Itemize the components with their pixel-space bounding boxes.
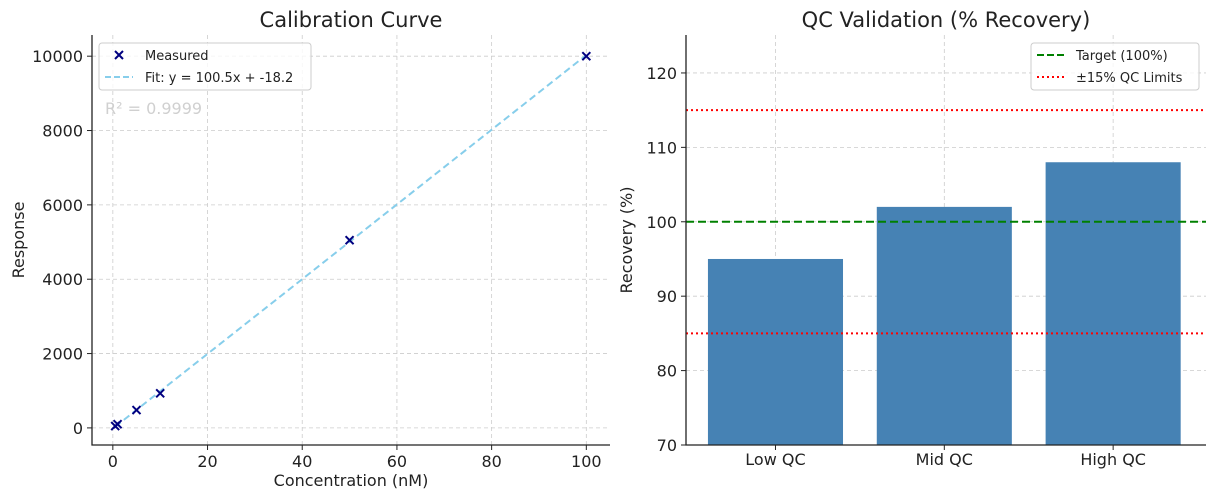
y-tick-label: 90 <box>657 287 677 306</box>
chart-title: QC Validation (% Recovery) <box>802 8 1091 32</box>
y-tick-label: 110 <box>646 138 677 157</box>
legend-marker-icon <box>114 50 124 60</box>
legend-label: Fit: y = 100.5x + -18.2 <box>145 71 293 86</box>
y-tick-label: 6000 <box>42 196 83 215</box>
bar <box>707 258 844 445</box>
y-tick-label: 100 <box>646 213 677 232</box>
r-squared-annotation: R² = 0.9999 <box>105 99 202 118</box>
bar <box>1045 162 1181 445</box>
x-tick-label: High QC <box>1080 450 1146 469</box>
y-tick-label: 70 <box>657 436 677 455</box>
y-axis-label: Response <box>9 202 28 279</box>
x-tick-label: 20 <box>197 452 217 471</box>
y-tick-label: 0 <box>73 419 83 438</box>
y-tick-label: 10000 <box>32 47 83 66</box>
x-tick-label: Low QC <box>745 450 805 469</box>
data-point-marker <box>131 405 142 415</box>
x-tick-label: 0 <box>108 452 118 471</box>
x-tick-label: 100 <box>571 452 602 471</box>
y-tick-label: 4000 <box>42 270 83 289</box>
data-point-marker <box>581 51 592 61</box>
x-tick-label: 40 <box>292 452 312 471</box>
legend-label: Target (100%) <box>1075 49 1168 64</box>
data-point-marker <box>112 419 123 429</box>
legend-box <box>1030 42 1200 91</box>
x-tick-label: 80 <box>481 452 501 471</box>
axes-spines <box>685 35 1206 446</box>
y-tick-label: 120 <box>646 64 677 83</box>
bar <box>876 206 1012 445</box>
y-tick-label: 8000 <box>42 122 83 141</box>
x-axis-label: Concentration (nM) <box>274 471 429 490</box>
y-tick-label: 2000 <box>42 345 83 364</box>
legend-box <box>98 42 312 91</box>
y-tick-label: 80 <box>657 362 677 381</box>
y-axis-label: Recovery (%) <box>617 187 636 294</box>
axes-spines <box>91 35 610 446</box>
legend-label: ±15% QC Limits <box>1076 71 1183 86</box>
x-tick-label: 60 <box>387 452 407 471</box>
data-point-marker <box>344 235 355 245</box>
legend-label: Measured <box>145 49 209 64</box>
data-point-marker <box>155 388 165 399</box>
x-tick-label: Mid QC <box>916 450 973 469</box>
chart-title: Calibration Curve <box>260 8 443 32</box>
